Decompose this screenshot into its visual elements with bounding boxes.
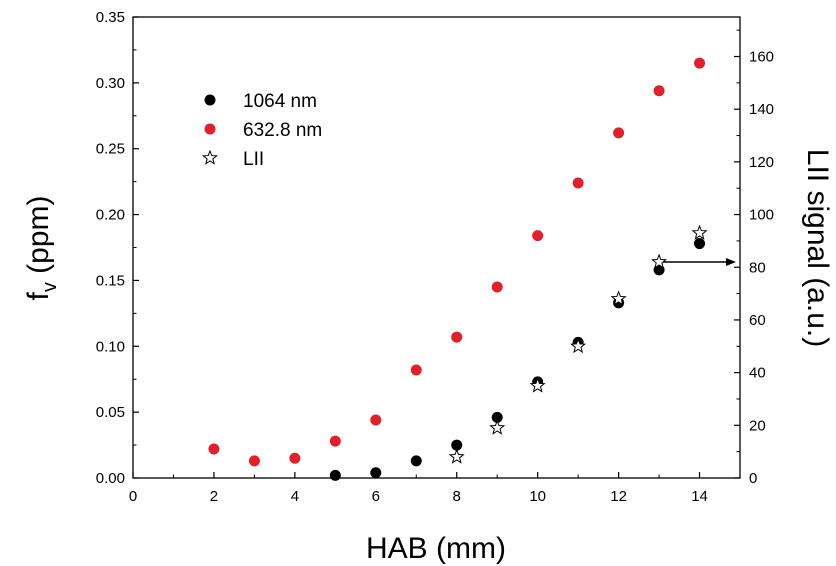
- point-632-8-nm: [653, 85, 665, 97]
- point-632-8-nm: [370, 414, 382, 426]
- y2-tick-label: 0: [749, 470, 757, 487]
- annotation-layer: [663, 257, 736, 266]
- x-tick-label: 2: [210, 488, 218, 505]
- legend: 1064 nm 632.8 nm LII: [202, 91, 322, 170]
- plot-area: [132, 16, 741, 479]
- y-axis-title-suffix: (ppm): [22, 195, 55, 282]
- x-tick-label: 0: [129, 488, 137, 505]
- y-axis-title-left: fv (ppm): [22, 195, 61, 300]
- y-tick-label: 0.20: [96, 207, 125, 224]
- point-1064-nm: [329, 469, 341, 481]
- legend-marker-1064nm: [204, 94, 216, 106]
- point-lii: [448, 448, 465, 464]
- legend-label-632nm: 632.8 nm: [243, 120, 322, 141]
- y-axis-right: 0 20 40 60 80 100 120 140 160: [734, 29, 774, 487]
- point-632-8-nm: [572, 177, 584, 189]
- y-axis-title-main: f: [22, 292, 55, 301]
- legend-marker-lii: [202, 149, 218, 165]
- y2-tick-label: 60: [749, 312, 766, 329]
- y-tick-label: 0.25: [96, 141, 125, 158]
- y2-tick-label: 20: [749, 417, 766, 434]
- point-632-8-nm: [613, 127, 625, 139]
- x-tick-label: 10: [529, 488, 546, 505]
- x-tick-label: 14: [691, 488, 708, 505]
- point-1064-nm: [370, 467, 382, 479]
- point-1064-nm: [410, 455, 422, 467]
- x-axis: 0 2 4 6 8 10 12 14: [129, 472, 708, 505]
- point-632-8-nm: [694, 57, 706, 69]
- point-632-8-nm: [289, 452, 301, 464]
- point-1064-nm: [451, 439, 463, 451]
- series-layer: [208, 57, 708, 481]
- point-lii: [691, 224, 708, 240]
- point-632-8-nm: [248, 455, 260, 467]
- point-lii: [570, 337, 587, 354]
- y-tick-label: 0.00: [96, 470, 125, 487]
- y2-tick-label: 80: [749, 259, 766, 276]
- legend-label-1064nm: 1064 nm: [243, 91, 317, 112]
- point-632-8-nm: [410, 364, 422, 376]
- plot-frame: [132, 16, 741, 479]
- y-tick-label: 0.30: [96, 75, 125, 92]
- point-632-8-nm: [532, 230, 544, 242]
- y-tick-label: 0.35: [96, 9, 125, 26]
- x-tick-label: 8: [453, 488, 461, 505]
- point-lii: [489, 419, 506, 435]
- point-1064-nm: [491, 411, 503, 423]
- y-tick-label: 0.05: [96, 404, 125, 421]
- point-632-8-nm: [451, 331, 463, 343]
- x-axis-title: HAB (mm): [366, 532, 506, 565]
- y-axis-left: 0.00 0.05 0.10 0.15 0.20 0.25 0.30 0.35: [96, 9, 139, 487]
- point-lii: [651, 253, 668, 269]
- y-tick-label: 0.15: [96, 272, 125, 289]
- point-1064-nm: [694, 238, 706, 250]
- point-lii: [610, 290, 627, 306]
- legend-marker-632nm: [204, 123, 216, 135]
- y2-tick-label: 40: [749, 365, 766, 382]
- x-tick-label: 12: [610, 488, 627, 505]
- point-632-8-nm: [329, 435, 341, 447]
- y2-tick-label: 100: [749, 207, 774, 224]
- point-632-8-nm: [208, 443, 220, 455]
- y-tick-label: 0.10: [96, 338, 125, 355]
- legend-star-shape: [202, 149, 218, 165]
- point-632-8-nm: [491, 281, 503, 293]
- y-axis-title-subscript: v: [39, 282, 61, 292]
- point-lii: [529, 377, 546, 393]
- y2-tick-label: 160: [749, 49, 774, 66]
- y2-tick-label: 120: [749, 154, 774, 171]
- axis-indicator-arrowhead: [725, 257, 736, 266]
- y2-tick-label: 140: [749, 101, 774, 118]
- x-tick-label: 6: [372, 488, 380, 505]
- x-tick-label: 4: [291, 488, 299, 505]
- legend-label-lii: LII: [243, 149, 264, 170]
- y-axis-title-right: LII signal (a.u.): [801, 149, 834, 347]
